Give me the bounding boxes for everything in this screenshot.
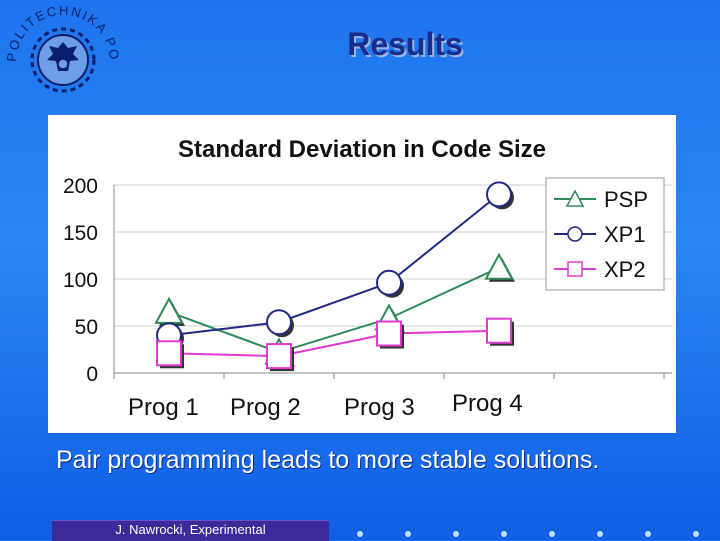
- data-point-xp2: [486, 317, 512, 344]
- footer-dot: [597, 531, 603, 537]
- footer-dot: [357, 531, 363, 537]
- chart-title: Standard Deviation in Code Size: [178, 136, 546, 163]
- footer-dot: [453, 531, 459, 537]
- legend-marker: [567, 226, 583, 242]
- footer-bar: J. Nawrocki, Experimental: [52, 520, 329, 541]
- eagle-emblem-icon: [47, 42, 79, 71]
- x-axis-category-labels: Prog 1 Prog 2 Prog 3 Prog 4: [48, 388, 676, 428]
- legend-marker: [567, 261, 583, 277]
- chart-panel: Standard Deviation in Code Size 0 50 100 150…: [48, 115, 676, 433]
- legend-label-psp: PSP: [604, 187, 648, 212]
- line-chart: Standard Deviation in Code Size 0 50 100 150…: [63, 136, 672, 386]
- footer-dot: [501, 531, 507, 537]
- data-point-xp1: [266, 309, 292, 336]
- slide-title: Results: [347, 26, 463, 62]
- y-tick-label: 0: [86, 363, 98, 386]
- y-tick-label: 100: [63, 269, 98, 292]
- footer-dot: [645, 531, 651, 537]
- y-tick-label: 50: [75, 316, 98, 339]
- slide-caption: Pair programming leads to more stable so…: [56, 446, 600, 474]
- data-point-xp2: [266, 343, 292, 370]
- data-point-xp2: [376, 320, 402, 347]
- series-line-xp1: [168, 193, 500, 337]
- data-point-xp1: [486, 181, 512, 208]
- legend-label-xp2: XP2: [604, 257, 646, 282]
- footer-dot: [549, 531, 555, 537]
- y-tick-label: 150: [63, 222, 98, 245]
- university-seal-logo: POLITECHNIKA POZNAŃSKA: [4, 2, 120, 93]
- legend-label-xp1: XP1: [604, 222, 646, 247]
- x-tick-label: Prog 4: [452, 390, 523, 417]
- x-tick-label: Prog 1: [128, 394, 199, 421]
- data-point-xp1: [376, 269, 402, 296]
- footer-dot: [405, 531, 411, 537]
- y-tick-label: 200: [63, 175, 98, 198]
- footer-text: J. Nawrocki, Experimental: [115, 522, 266, 537]
- series-line-xp2: [168, 329, 500, 358]
- data-point-psp: [154, 296, 184, 324]
- x-tick-label: Prog 3: [344, 394, 415, 421]
- footer-dot: [693, 531, 699, 537]
- data-point-psp: [484, 252, 514, 280]
- data-point-xp2: [156, 340, 182, 367]
- legend-marker: [565, 189, 585, 207]
- series-line-psp: [168, 266, 500, 354]
- x-tick-label: Prog 2: [230, 394, 301, 421]
